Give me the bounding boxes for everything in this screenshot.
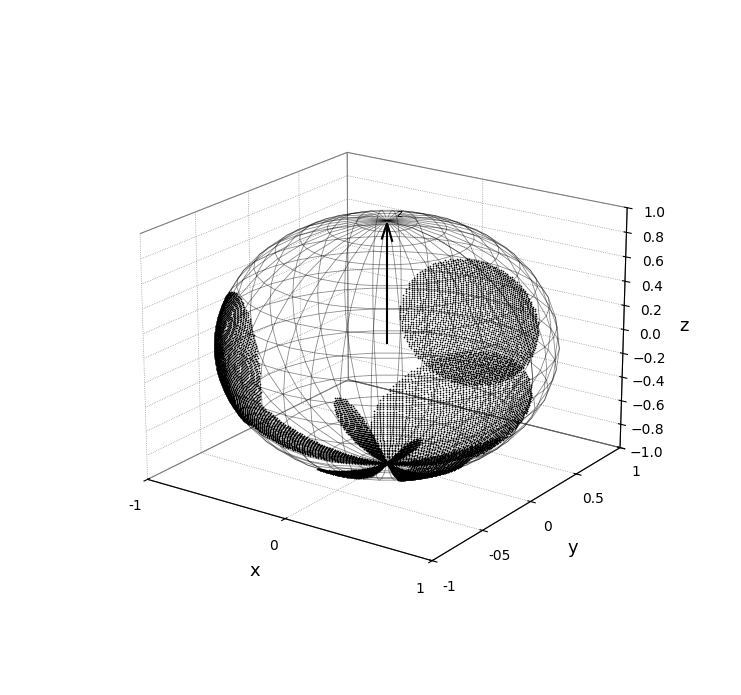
- X-axis label: x: x: [249, 562, 260, 580]
- Y-axis label: y: y: [568, 539, 578, 557]
